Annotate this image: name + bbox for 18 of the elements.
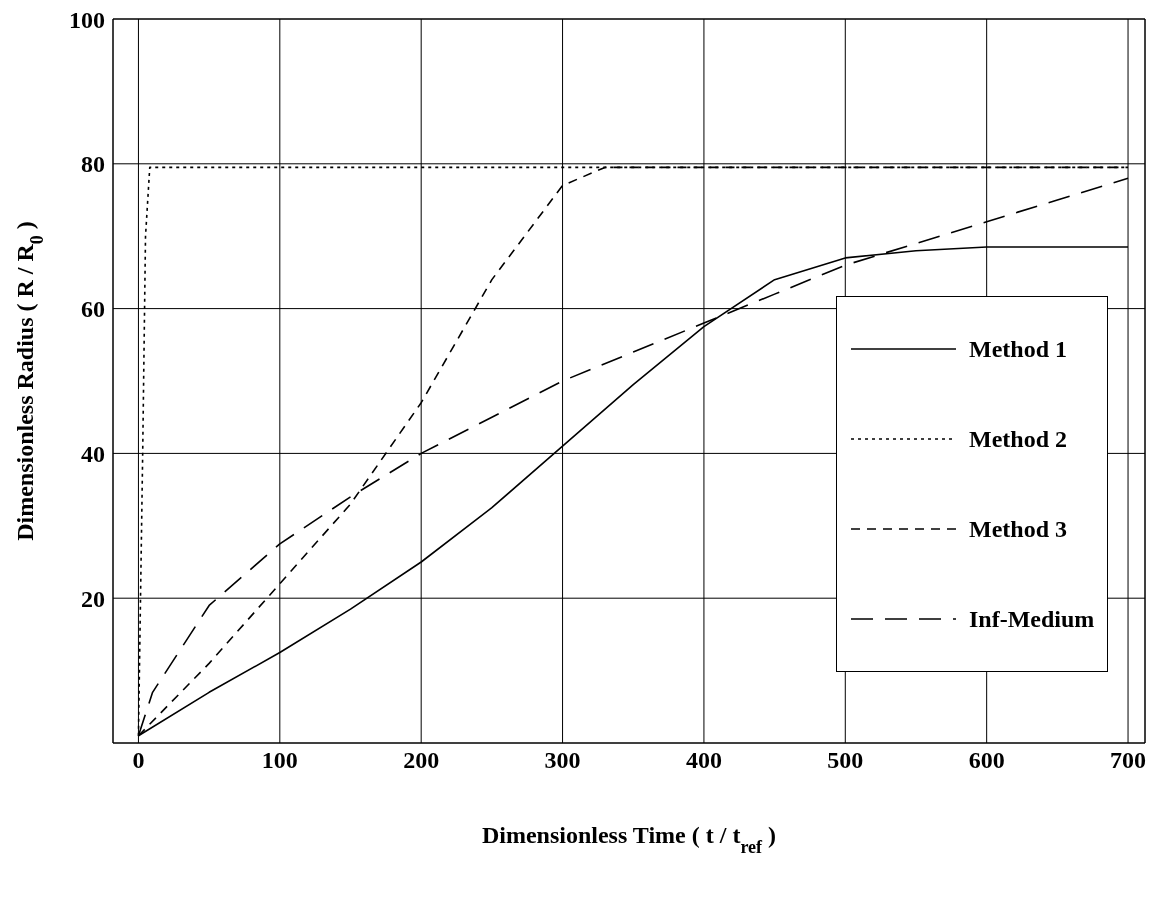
y-tick-label: 80 xyxy=(81,151,105,178)
x-tick-label: 500 xyxy=(827,747,864,774)
y-tick-label: 100 xyxy=(69,6,105,33)
x-tick-label: 200 xyxy=(403,747,440,774)
y-tick-label: 60 xyxy=(81,296,105,323)
x-tick-label: 0 xyxy=(132,747,145,774)
x-tick-label: 600 xyxy=(968,747,1005,774)
x-tick-label: 400 xyxy=(685,747,722,774)
y-tick-label: 20 xyxy=(81,585,105,612)
x-tick-label: 100 xyxy=(261,747,298,774)
x-axis-title: Dimensionless Time ( t / t$_{ref}$ ) xyxy=(481,822,777,857)
x-tick-label: 300 xyxy=(544,747,581,774)
legend-label: Method 3 xyxy=(969,515,1067,543)
legend-label: Method 2 xyxy=(969,425,1067,453)
x-tick-label: 700 xyxy=(1110,747,1147,774)
y-tick-label: 40 xyxy=(81,440,105,467)
legend-label: Inf-Medium xyxy=(969,605,1095,633)
legend-label: Method 1 xyxy=(969,335,1067,363)
